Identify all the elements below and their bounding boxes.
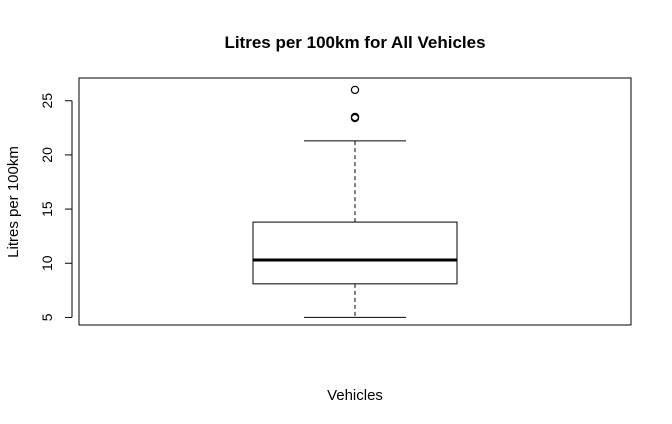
y-tick-label: 10 [39,255,55,271]
y-tick-label: 5 [39,313,55,321]
y-tick-label: 20 [39,147,55,163]
box-plot [252,85,458,318]
y-axis: 5 10 15 20 25 [39,93,73,321]
chart-title: Litres per 100km for All Vehicles [224,33,485,52]
y-axis-label: Litres per 100km [5,146,22,258]
x-axis-label: Vehicles [327,387,383,404]
y-tick-label: 15 [39,201,55,217]
plot-frame [78,77,632,326]
y-tick-label: 25 [39,93,55,109]
outlier-point [350,85,360,95]
outlier-point [350,112,360,122]
interquartile-box [252,221,458,285]
